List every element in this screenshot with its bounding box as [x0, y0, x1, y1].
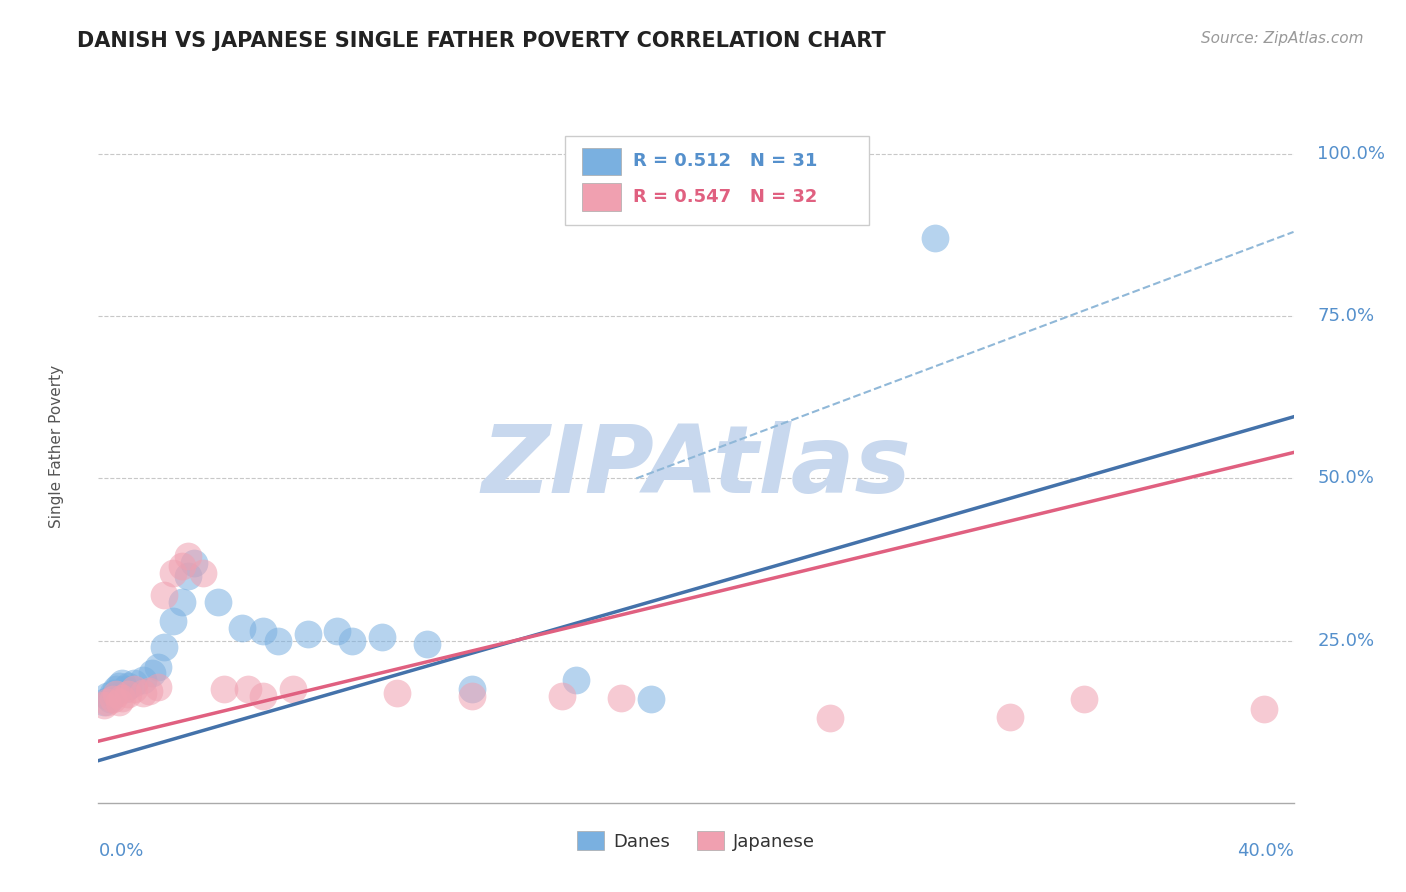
Point — [1253, 702, 1275, 716]
Point — [148, 681, 170, 695]
Point — [153, 640, 176, 654]
Point — [96, 689, 118, 703]
Point — [207, 595, 229, 609]
Point — [111, 675, 134, 690]
Point — [98, 692, 122, 706]
Point — [461, 689, 484, 703]
Point — [124, 682, 146, 697]
Point — [998, 710, 1021, 724]
Point — [132, 685, 155, 699]
Point — [342, 633, 364, 648]
Legend: Danes, Japanese: Danes, Japanese — [569, 824, 823, 858]
Point — [177, 549, 200, 564]
Point — [640, 692, 662, 706]
FancyBboxPatch shape — [582, 148, 620, 175]
Text: 25.0%: 25.0% — [1317, 632, 1375, 649]
Text: R = 0.547   N = 32: R = 0.547 N = 32 — [633, 188, 817, 206]
Point — [416, 637, 439, 651]
Point — [297, 627, 319, 641]
Point — [108, 679, 131, 693]
Point — [231, 621, 253, 635]
Point — [96, 695, 118, 709]
Point — [132, 673, 155, 687]
Point — [236, 682, 259, 697]
Point — [212, 682, 235, 697]
Point — [105, 687, 128, 701]
Point — [385, 685, 409, 699]
Point — [117, 679, 139, 693]
Point — [162, 566, 184, 580]
Point — [117, 687, 139, 701]
Point — [103, 685, 125, 699]
Point — [924, 231, 946, 245]
Point — [93, 698, 115, 713]
Point — [610, 690, 633, 705]
Point — [114, 682, 136, 697]
Point — [183, 556, 205, 570]
Point — [281, 682, 304, 697]
Point — [103, 692, 125, 706]
Point — [141, 666, 163, 681]
Point — [153, 588, 176, 602]
Text: ZIPAtlas: ZIPAtlas — [481, 421, 911, 514]
Point — [252, 689, 274, 703]
FancyBboxPatch shape — [565, 136, 869, 225]
Point — [191, 566, 214, 580]
Point — [148, 659, 170, 673]
Point — [820, 711, 842, 725]
Point — [267, 633, 290, 648]
Text: R = 0.512   N = 31: R = 0.512 N = 31 — [633, 153, 817, 170]
Text: Single Father Poverty: Single Father Poverty — [49, 365, 65, 527]
Point — [326, 624, 349, 638]
Point — [172, 559, 194, 574]
Point — [124, 675, 146, 690]
Point — [93, 695, 115, 709]
Text: 100.0%: 100.0% — [1317, 145, 1385, 163]
Point — [111, 690, 134, 705]
Point — [565, 673, 588, 687]
Point — [162, 614, 184, 628]
Text: 50.0%: 50.0% — [1317, 469, 1374, 487]
Point — [172, 595, 194, 609]
Point — [177, 568, 200, 582]
Text: DANISH VS JAPANESE SINGLE FATHER POVERTY CORRELATION CHART: DANISH VS JAPANESE SINGLE FATHER POVERTY… — [77, 31, 886, 51]
Text: Source: ZipAtlas.com: Source: ZipAtlas.com — [1201, 31, 1364, 46]
Point — [138, 684, 160, 698]
Point — [461, 682, 484, 697]
Text: 0.0%: 0.0% — [98, 842, 143, 860]
Point — [371, 631, 394, 645]
Text: 75.0%: 75.0% — [1317, 307, 1375, 326]
Text: 40.0%: 40.0% — [1237, 842, 1294, 860]
Point — [1073, 692, 1095, 706]
Point — [105, 682, 128, 697]
Point — [550, 689, 572, 703]
FancyBboxPatch shape — [582, 184, 620, 211]
Point — [108, 695, 131, 709]
Point — [252, 624, 274, 638]
